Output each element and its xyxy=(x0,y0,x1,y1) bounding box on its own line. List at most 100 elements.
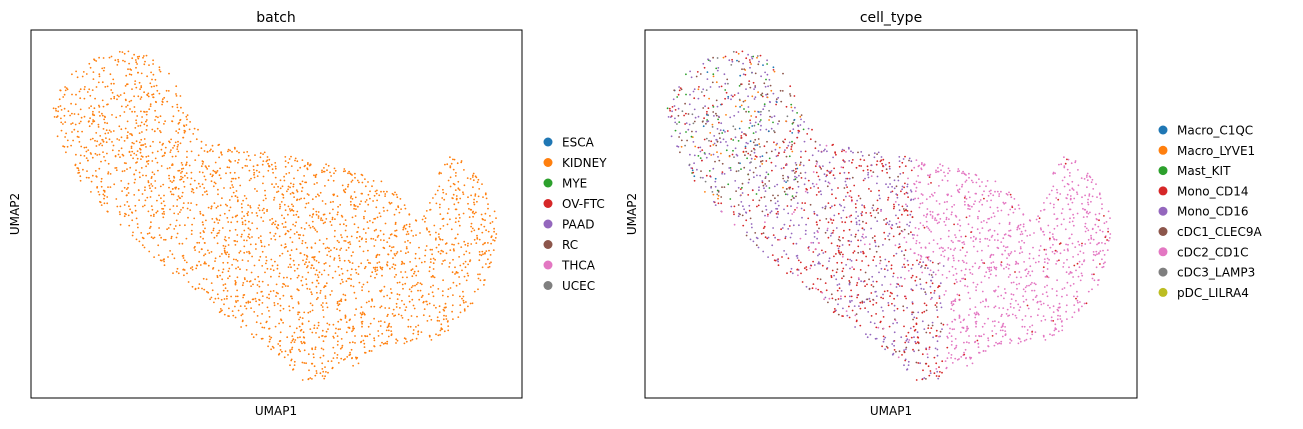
scatter-point xyxy=(418,298,421,301)
scatter-point xyxy=(820,168,823,170)
scatter-point xyxy=(751,226,753,229)
scatter-point xyxy=(765,93,767,96)
scatter-point xyxy=(159,141,161,144)
scatter-point xyxy=(163,260,166,263)
scatter-point xyxy=(980,281,983,284)
scatter-point xyxy=(832,143,834,146)
scatter-point xyxy=(737,215,740,218)
scatter-point xyxy=(875,280,878,283)
scatter-point xyxy=(174,225,177,227)
scatter-point xyxy=(754,121,757,124)
scatter-point xyxy=(364,210,366,213)
scatter-point xyxy=(750,223,753,225)
scatter-point xyxy=(320,217,323,220)
scatter-point xyxy=(920,193,923,195)
scatter-point xyxy=(705,174,708,177)
scatter-point xyxy=(388,237,391,240)
scatter-point xyxy=(1057,306,1060,309)
scatter-point xyxy=(481,218,484,220)
scatter-point xyxy=(1081,242,1083,245)
scatter-point xyxy=(287,266,290,268)
scatter-point xyxy=(460,160,463,162)
scatter-point xyxy=(978,178,980,181)
scatter-point xyxy=(181,176,184,179)
scatter-point xyxy=(290,249,293,252)
scatter-point xyxy=(910,288,913,291)
scatter-point xyxy=(221,278,224,281)
scatter-point xyxy=(947,259,949,261)
scatter-point xyxy=(931,215,934,218)
scatter-point xyxy=(1043,286,1046,288)
scatter-point xyxy=(334,332,337,334)
scatter-point xyxy=(261,295,264,297)
scatter-point xyxy=(752,55,755,58)
scatter-point xyxy=(914,190,917,193)
scatter-point xyxy=(712,104,714,107)
scatter-point xyxy=(229,149,232,152)
scatter-point xyxy=(465,279,468,282)
scatter-point xyxy=(1095,231,1098,234)
scatter-point xyxy=(176,198,179,201)
scatter-point xyxy=(879,262,881,265)
scatter-point xyxy=(194,287,197,290)
scatter-point xyxy=(863,206,866,209)
scatter-point xyxy=(231,151,233,153)
scatter-point xyxy=(140,144,143,147)
scatter-point xyxy=(797,124,799,127)
scatter-point xyxy=(708,152,711,155)
scatter-point xyxy=(277,224,279,226)
scatter-point xyxy=(1008,264,1011,266)
scatter-point xyxy=(946,323,949,326)
scatter-point xyxy=(1072,217,1075,219)
scatter-point xyxy=(314,229,317,231)
scatter-point xyxy=(971,273,974,275)
scatter-point xyxy=(724,97,726,100)
scatter-point xyxy=(268,316,271,318)
scatter-point xyxy=(163,123,165,125)
scatter-point xyxy=(711,81,714,84)
scatter-point xyxy=(1033,289,1036,292)
scatter-point xyxy=(741,131,743,134)
scatter-point xyxy=(453,183,456,186)
scatter-point xyxy=(357,273,360,275)
scatter-point xyxy=(449,218,451,221)
scatter-point xyxy=(815,183,818,186)
scatter-point xyxy=(798,224,800,227)
scatter-point xyxy=(883,338,885,341)
scatter-point xyxy=(426,303,429,306)
scatter-point xyxy=(748,59,751,61)
scatter-point xyxy=(156,210,159,213)
scatter-point xyxy=(289,228,292,231)
scatter-point xyxy=(1087,212,1090,215)
scatter-point xyxy=(458,283,461,285)
scatter-point xyxy=(278,207,281,210)
scatter-point xyxy=(878,189,880,192)
scatter-point xyxy=(366,221,369,224)
scatter-point xyxy=(835,253,837,255)
scatter-point xyxy=(135,122,138,124)
scatter-point xyxy=(717,118,719,121)
scatter-point xyxy=(987,345,990,348)
scatter-point xyxy=(925,378,927,380)
scatter-point xyxy=(284,350,287,353)
scatter-point xyxy=(451,304,454,307)
scatter-point xyxy=(171,155,174,158)
scatter-point xyxy=(345,321,348,323)
scatter-point xyxy=(874,245,877,248)
scatter-point xyxy=(1065,243,1067,246)
scatter-point xyxy=(309,226,312,229)
scatter-point xyxy=(841,244,844,246)
scatter-point xyxy=(443,306,446,309)
scatter-point xyxy=(147,155,150,158)
scatter-point xyxy=(92,78,95,80)
scatter-point xyxy=(280,244,283,247)
scatter-point xyxy=(703,66,706,69)
scatter-point xyxy=(933,372,936,375)
scatter-point xyxy=(284,165,287,168)
scatter-point xyxy=(71,112,73,115)
scatter-point xyxy=(739,106,741,108)
scatter-point xyxy=(463,308,466,311)
scatter-point xyxy=(1095,250,1098,253)
scatter-point xyxy=(745,88,747,90)
scatter-point xyxy=(947,352,950,354)
